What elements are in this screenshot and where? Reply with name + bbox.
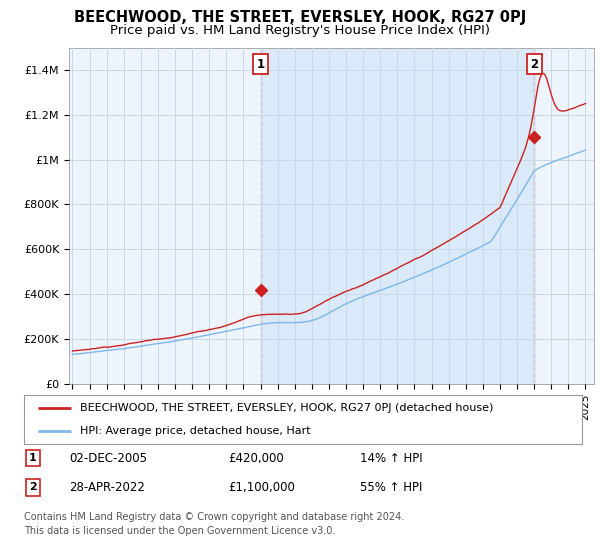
Text: 55% ↑ HPI: 55% ↑ HPI xyxy=(360,480,422,494)
Text: 2: 2 xyxy=(29,482,37,492)
Text: 1: 1 xyxy=(256,58,265,71)
Text: £1,100,000: £1,100,000 xyxy=(228,480,295,494)
Text: 1: 1 xyxy=(29,453,37,463)
Bar xyxy=(260,48,534,384)
Text: HPI: Average price, detached house, Hart: HPI: Average price, detached house, Hart xyxy=(80,426,310,436)
Text: 02-DEC-2005: 02-DEC-2005 xyxy=(69,451,147,465)
Text: 28-APR-2022: 28-APR-2022 xyxy=(69,480,145,494)
Text: BEECHWOOD, THE STREET, EVERSLEY, HOOK, RG27 0PJ: BEECHWOOD, THE STREET, EVERSLEY, HOOK, R… xyxy=(74,10,526,25)
Text: Price paid vs. HM Land Registry's House Price Index (HPI): Price paid vs. HM Land Registry's House … xyxy=(110,24,490,36)
Text: 14% ↑ HPI: 14% ↑ HPI xyxy=(360,451,422,465)
Text: BEECHWOOD, THE STREET, EVERSLEY, HOOK, RG27 0PJ (detached house): BEECHWOOD, THE STREET, EVERSLEY, HOOK, R… xyxy=(80,403,493,413)
Text: £420,000: £420,000 xyxy=(228,451,284,465)
Text: 2: 2 xyxy=(530,58,538,71)
Text: Contains HM Land Registry data © Crown copyright and database right 2024.
This d: Contains HM Land Registry data © Crown c… xyxy=(24,512,404,535)
